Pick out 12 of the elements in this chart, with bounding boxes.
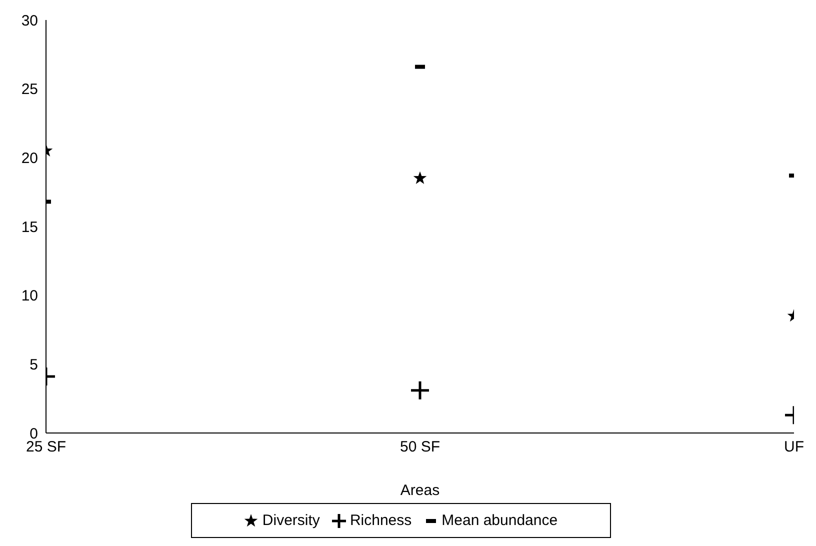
x-tick-label: UF bbox=[784, 438, 804, 456]
legend-label: Diversity bbox=[262, 512, 320, 529]
legend-label: Richness bbox=[350, 512, 412, 529]
x-tick-label: 50 SF bbox=[400, 438, 440, 456]
legend-label: Mean abundance bbox=[442, 512, 558, 529]
y-tick-label: 25 bbox=[21, 81, 38, 98]
y-tick-label: 10 bbox=[21, 288, 38, 305]
y-tick-label: 30 bbox=[21, 12, 38, 30]
y-tick-label: 5 bbox=[30, 356, 38, 374]
x-axis-title: Areas bbox=[400, 482, 440, 499]
y-tick-label: 15 bbox=[21, 218, 38, 236]
y-tick-label: 20 bbox=[21, 150, 38, 167]
